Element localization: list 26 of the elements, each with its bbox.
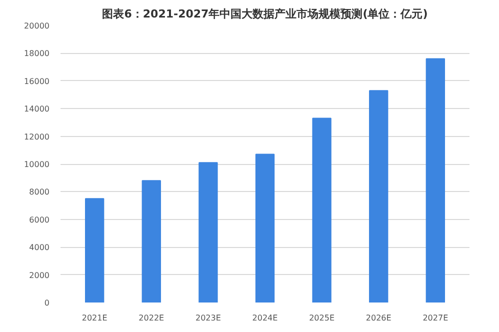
x-tick-label: 2021E bbox=[82, 314, 108, 322]
x-tick-label: 2027E bbox=[422, 314, 448, 322]
bar bbox=[255, 154, 275, 302]
x-tick-label: 2026E bbox=[366, 314, 392, 322]
bar bbox=[84, 198, 104, 302]
y-tick-label: 0 bbox=[44, 298, 50, 308]
y-tick-label: 8000 bbox=[29, 188, 50, 197]
y-tick-label: 14000 bbox=[24, 104, 50, 114]
x-tick-label: 2022E bbox=[138, 314, 164, 322]
bar bbox=[198, 162, 218, 302]
chart-title: 图表6：2021-2027年中国大数据产业市场规模预测(单位：亿元) bbox=[102, 8, 428, 20]
y-tick-label: 18000 bbox=[24, 49, 50, 58]
x-tick-label: 2025E bbox=[309, 314, 335, 322]
x-tick-label: 2023E bbox=[195, 314, 221, 322]
bar bbox=[142, 180, 161, 302]
y-tick-label: 20000 bbox=[24, 22, 50, 30]
y-tick-label: 10000 bbox=[24, 160, 50, 169]
x-tick-label: 2024E bbox=[252, 314, 278, 322]
y-tick-label: 12000 bbox=[24, 132, 50, 142]
y-tick-label: 6000 bbox=[29, 215, 50, 224]
y-tick-label: 4000 bbox=[29, 243, 50, 252]
y-tick-label: 2000 bbox=[29, 270, 50, 280]
bar bbox=[426, 58, 446, 302]
bar bbox=[369, 90, 388, 302]
bar bbox=[312, 118, 332, 302]
y-tick-label: 16000 bbox=[24, 76, 50, 86]
